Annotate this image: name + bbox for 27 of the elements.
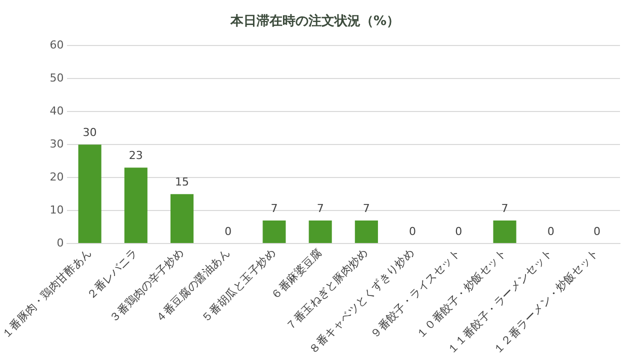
- data-label: 0: [409, 224, 416, 238]
- bar: [262, 220, 286, 244]
- y-tick-label: 30: [50, 137, 64, 150]
- bar: [493, 220, 516, 244]
- bar: [354, 220, 378, 244]
- y-tick-label: 50: [50, 71, 64, 84]
- data-label: 7: [316, 202, 324, 215]
- y-tick-label: 10: [50, 203, 64, 216]
- data-label: 7: [362, 202, 370, 215]
- data-label: 23: [128, 149, 143, 162]
- data-label: 0: [547, 224, 554, 238]
- data-label: 0: [593, 224, 600, 238]
- y-tick-label: 40: [50, 104, 64, 118]
- data-label: 15: [175, 175, 190, 188]
- bar: [124, 168, 148, 244]
- bar: [78, 144, 102, 244]
- data-label: 0: [455, 224, 462, 238]
- bar: [308, 220, 332, 244]
- data-label: 30: [82, 126, 97, 139]
- data-label: 7: [501, 202, 508, 215]
- y-tick-label: 20: [50, 170, 64, 184]
- y-tick-label: 0: [56, 236, 64, 250]
- chart-title: 本日滞在時の注文状況（%）: [229, 13, 400, 30]
- y-tick-label: 60: [50, 38, 64, 52]
- bar: [170, 194, 194, 244]
- data-label: 7: [270, 202, 278, 215]
- data-label: 0: [224, 224, 232, 238]
